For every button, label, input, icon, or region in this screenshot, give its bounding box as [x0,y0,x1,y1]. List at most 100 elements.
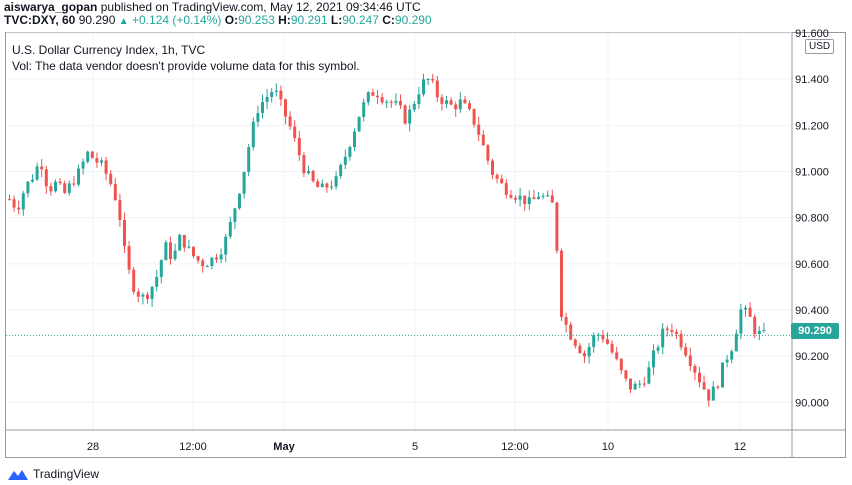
x-tick-label: 12 [734,441,746,453]
candle-body [757,331,761,334]
ohlc-line: TVC:DXY, 60 90.290 ▲ +0.124 (+0.14%) O:9… [4,13,432,27]
candle-body [624,370,628,379]
candle-body [707,389,711,401]
candle-body [449,100,453,105]
candle-body [698,372,701,383]
candle-body [652,350,655,368]
candle-body [284,99,287,117]
candle-body [159,260,163,278]
candle-body [721,362,724,388]
candle-body [320,183,324,188]
candle-body [560,250,563,318]
y-tick-label: 91.000 [795,166,829,178]
candle-body [422,79,425,95]
candle-body [362,102,366,117]
candle-body [481,134,485,146]
candle-body [86,151,90,162]
candle-body [201,260,205,267]
currency-label[interactable]: USD [805,39,835,54]
candle-body [325,183,329,188]
candle-body [711,386,715,401]
close-label: C: [382,13,395,27]
candle-layer [8,73,766,407]
candle-body [734,333,738,352]
candle-body [716,386,720,388]
candle-body [169,242,172,260]
candle-body [537,196,540,200]
candle-body [619,358,623,371]
candle-body [702,382,706,390]
candle-body [77,168,80,185]
candle-body [72,183,76,185]
tradingview-watermark[interactable]: TradingView [7,466,99,482]
candle-body [541,195,545,197]
candle-body [210,257,214,267]
y-tick-label: 90.200 [795,351,829,363]
candle-body [146,294,149,299]
candle-body [58,181,62,184]
candle-body [224,236,228,255]
candle-body [81,161,85,169]
candle-body [564,317,568,325]
candle-body [555,202,559,251]
candle-body [458,99,462,110]
candle-body [670,330,674,332]
watermark-text: TradingView [33,467,100,481]
candle-body [238,193,241,209]
candle-body [12,199,16,208]
candle-body [31,179,34,182]
x-tick-label: 5 [412,441,418,453]
candle-body [578,345,582,354]
candle-body [270,92,274,97]
candle-body [44,169,48,187]
candle-body [675,331,678,334]
candle-body [389,101,393,103]
candle-body [178,234,182,251]
candle-body [380,97,384,103]
candle-body [265,96,269,102]
candle-body [753,316,757,334]
candle-body [385,101,389,103]
candle-body [573,339,577,346]
candle-body [514,197,517,200]
candle-body [656,347,660,351]
candle-body [725,359,729,363]
open-label: O: [224,13,239,27]
candle-body [647,367,651,384]
candle-body [343,156,347,165]
candle-body [629,378,632,390]
candle-body [293,126,297,138]
candle-body [376,95,379,98]
candle-body [426,78,430,80]
candle-body [606,339,609,344]
chart-frame[interactable] [5,32,846,458]
candle-body [192,246,195,257]
author-name[interactable]: aiswarya_gopan [4,0,98,14]
candle-body [35,166,39,180]
candle-body [440,97,444,104]
y-tick-label: 91.400 [795,74,829,86]
candle-body [67,183,71,193]
candle-body [495,174,499,179]
candle-body [371,92,375,96]
candle-body [288,116,292,127]
candle-body [136,291,140,297]
candle-body [109,173,113,184]
candle-body [40,166,44,170]
published-text: published on TradingView.com, May 12, 20… [100,0,421,14]
candle-body [472,109,476,125]
candle-body [353,131,356,148]
candle-body [95,158,99,163]
candle-body [155,277,159,287]
y-tick-label: 90.600 [795,259,829,271]
candle-body [500,178,504,184]
candle-body [638,383,642,385]
candle-body [688,355,692,366]
candle-body [113,183,117,201]
candle-body [196,256,200,261]
candle-body [642,383,646,385]
candle-body [228,221,232,237]
candle-body [633,383,637,390]
candle-body [316,181,320,188]
